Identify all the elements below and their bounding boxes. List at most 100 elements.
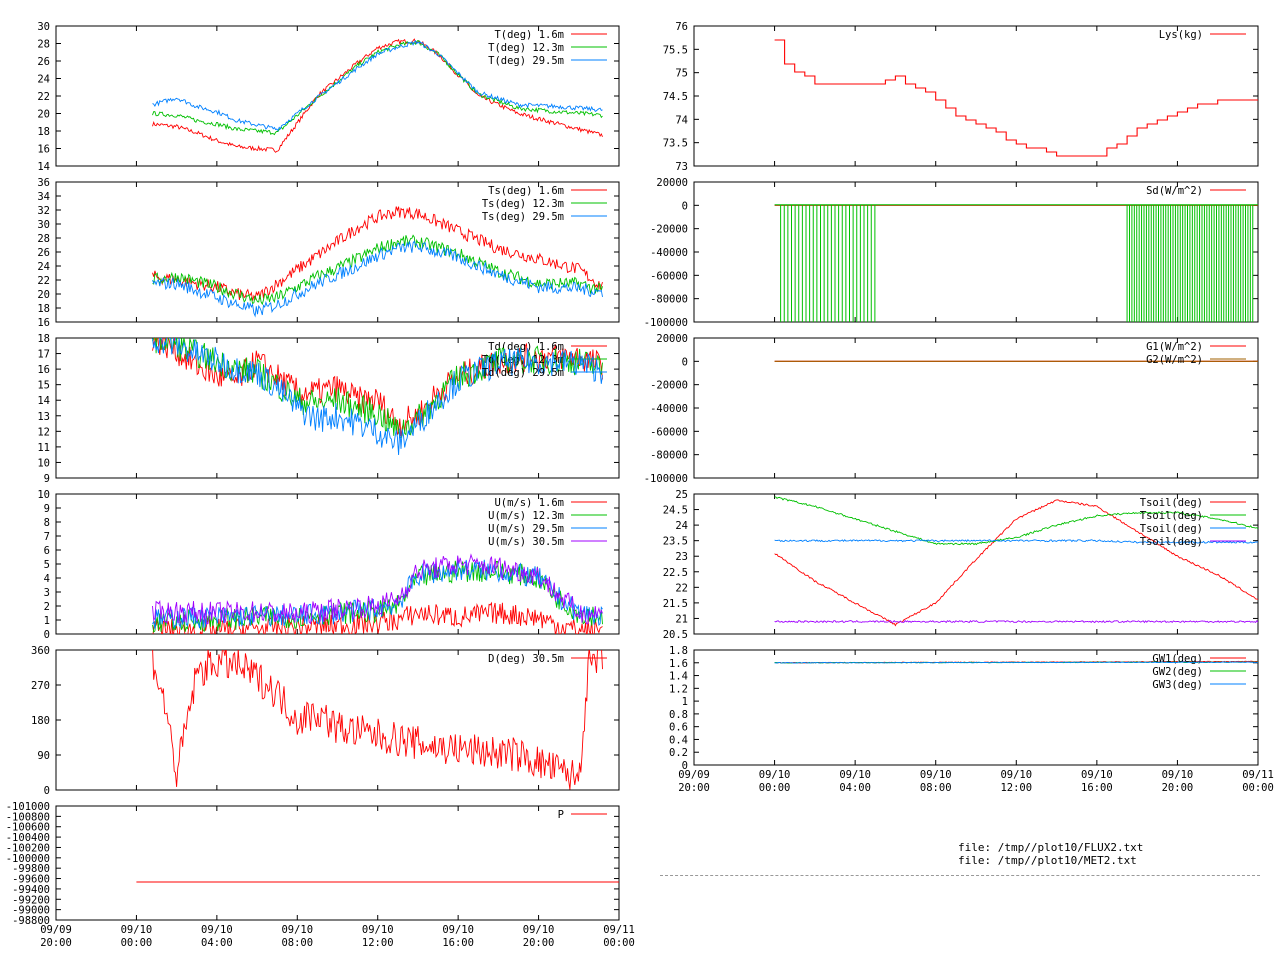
y-tick-label: -40000 [650,247,688,259]
legend-label: P [558,809,564,821]
y-tick-label: 76 [675,21,688,33]
panel-d: 360 270 180 90 0 D(deg) 30.5m [31,645,620,797]
y-tick-label: -100800 [6,811,50,823]
plot-frame [693,493,1259,635]
panel-g: 20000 0 -20000 -40000 -60000 -80000 -100000 G1(… [644,333,1259,485]
series-line [152,559,603,630]
y-tick-label: 0 [682,356,688,368]
y-tick-label: 18 [37,333,50,345]
plot-frame [55,337,620,479]
legend-label: Ts(deg) 12.3m [482,198,564,210]
y-tick-label: -100000 [644,317,688,329]
x-tick-label-time: 20:00 [678,782,710,794]
series-line [774,619,1258,624]
y-tick-label: 1.6 [669,658,688,670]
y-tick-label: 1.4 [669,671,688,683]
series-line [152,338,603,456]
y-tick-label: 30 [37,21,50,33]
y-tick-label: 36 [37,177,50,189]
y-tick-label: -100400 [6,832,50,844]
y-tick-label: -100000 [6,853,50,865]
legend-label: U(m/s) 1.6m [494,497,564,509]
x-tick-label-date: 09/10 [523,924,555,936]
x-tick-label-time: 20:00 [523,937,555,949]
y-tick-label: 21 [675,613,688,625]
y-tick-label: 2 [44,601,50,613]
y-tick-label: 30 [37,219,50,231]
y-tick-label: 20.5 [663,629,688,641]
y-tick-label: 15 [37,380,50,392]
y-tick-label: 20000 [656,177,688,189]
y-tick-label: 73 [675,161,688,173]
y-tick-label: 26 [37,247,50,259]
series-line [152,601,603,634]
plot-frame [693,181,1259,323]
x-tick-label-time: 04:00 [839,782,871,794]
legend-label: T(deg) 12.3m [488,42,564,54]
x-tick-label-time: 08:00 [281,937,313,949]
y-tick-label: 8 [44,517,50,529]
x-tick-label-time: 00:00 [121,937,153,949]
y-tick-label: 12 [37,426,50,438]
file-line-met: file: /tmp//plot10/MET2.txt [958,854,1137,867]
y-tick-label: 0 [682,760,688,772]
y-tick-label: 1 [44,615,50,627]
y-tick-label: -20000 [650,224,688,236]
series-line [152,39,603,132]
y-tick-label: -40000 [650,403,688,415]
y-tick-label: 24 [675,520,688,532]
plot-frame [693,337,1259,479]
plot-frame [55,805,620,921]
x-tick-label-time: 00:00 [1242,782,1274,794]
y-tick-label: 16 [37,144,50,156]
y-tick-label: -99000 [12,905,50,917]
panel-tsoil: 25 24.5 24 23.5 23 22.5 22 21.5 21 20.5 Tsoil(deg)… [663,489,1259,641]
y-tick-label: 75.5 [663,44,688,56]
x-tick-label-date: 09/11 [603,924,635,936]
x-tick-label-date: 09/10 [1081,769,1113,781]
x-tick-label-date: 09/09 [678,769,710,781]
legend-label: U(m/s) 30.5m [488,536,564,548]
y-tick-label: 28 [37,233,50,245]
y-tick-label: 75 [675,68,688,80]
y-tick-label: 0 [44,629,50,641]
x-tick-label-time: 12:00 [362,937,394,949]
series-line [774,496,1258,546]
series-line [152,234,603,306]
plot-frame [55,181,620,323]
x-tick-label-time: 16:00 [1081,782,1113,794]
y-tick-label: 7 [44,531,50,543]
series-line [152,338,603,439]
legend-label: GW2(deg) [1152,666,1203,678]
legend-label: Tsoil(deg) [1140,510,1203,522]
legend-label: D(deg) 30.5m [488,653,564,665]
y-tick-label: 3 [44,587,50,599]
y-tick-label: 4 [44,573,50,585]
y-tick-label: 17 [37,349,50,361]
legend-label: Td(deg) 29.5m [482,367,564,379]
x-tick-label-time: 12:00 [1000,782,1032,794]
y-tick-label: -60000 [650,426,688,438]
y-tick-label: -80000 [650,294,688,306]
y-tick-label: 0 [682,200,688,212]
series-line [152,650,603,790]
y-tick-label: -99600 [12,874,50,886]
y-tick-label: -99400 [12,884,50,896]
legend-label: G2(W/m^2) [1146,354,1203,366]
y-tick-label: 74 [675,114,688,126]
y-tick-label: 360 [31,645,50,657]
x-tick-label-date: 09/10 [362,924,394,936]
legend-label: U(m/s) 29.5m [488,523,564,535]
file-list: file: /tmp//plot10/FLUX2.txt file: /tmp/… [958,841,1143,867]
y-tick-label: 9 [44,503,50,515]
y-tick-label: 32 [37,205,50,217]
y-tick-label: -98800 [12,915,50,927]
y-tick-label: 22.5 [663,567,688,579]
x-tick-label-date: 09/10 [1162,769,1194,781]
y-tick-label: 11 [37,442,50,454]
panel-p: -101000-100800-100600-100400-100200-1000… [6,801,635,949]
legend-label: G1(W/m^2) [1146,341,1203,353]
y-tick-label: 13 [37,411,50,423]
